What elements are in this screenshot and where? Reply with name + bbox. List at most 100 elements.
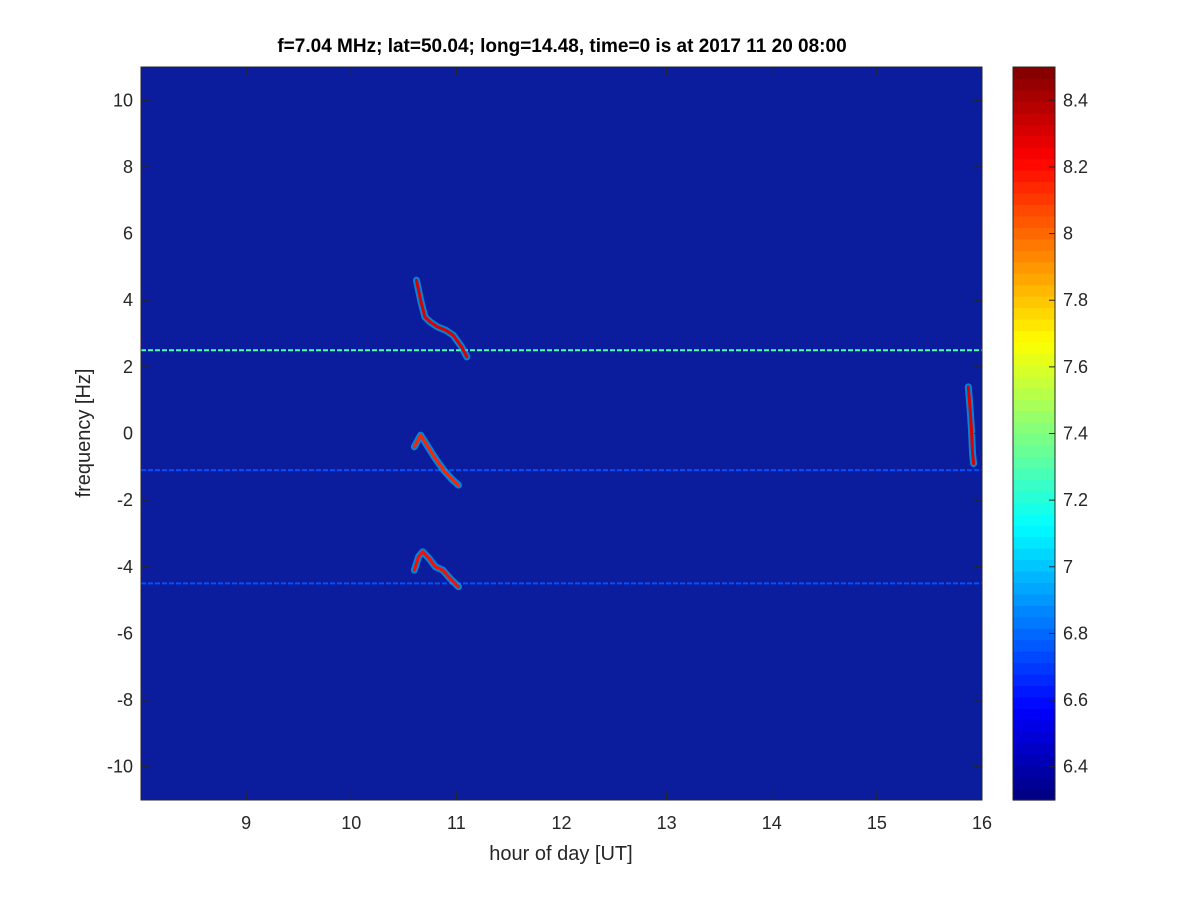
colorbar-segment (1013, 548, 1055, 561)
colorbar-segment (1013, 456, 1055, 469)
colorbar-tick-label: 6.8 (1063, 623, 1088, 643)
colorbar-tick-label: 6.6 (1063, 690, 1088, 710)
colorbar-segment (1013, 525, 1055, 538)
colorbar-segment (1013, 192, 1055, 206)
colorbar-segment (1013, 422, 1055, 435)
colorbar-tick-label: 7.4 (1063, 424, 1088, 444)
y-tick-label: 4 (123, 290, 133, 310)
colorbar-segment (1013, 170, 1055, 183)
colorbar-segment (1013, 754, 1055, 767)
colorbar-ticks: 6.4 6.6 6.8 7 7.2 7.4 7.6 7.8 8 8.2 8.4 (1049, 90, 1088, 777)
spectrogram-features (141, 276, 982, 591)
y-tick-label: -2 (117, 490, 133, 510)
y-tick-label: 0 (123, 424, 133, 444)
colorbar-segment (1013, 250, 1055, 263)
colorbar-tick-label: 7 (1063, 557, 1073, 577)
colorbar-tick-label: 8.4 (1063, 90, 1088, 110)
chart-title: f=7.04 MHz; lat=50.04; long=14.48, time=… (277, 36, 846, 57)
colorbar-segment (1013, 662, 1055, 675)
colorbar-segment (1013, 765, 1055, 778)
doppler-trace-3 (414, 278, 469, 359)
colorbar-segment (1013, 410, 1055, 423)
x-tick-label: 16 (972, 813, 992, 833)
colorbar-segment (1013, 777, 1055, 790)
y-tick-label: -8 (117, 690, 133, 710)
colorbar-segment (1013, 719, 1055, 732)
y-tick-label: 8 (123, 157, 133, 177)
colorbar-segment (1013, 147, 1055, 160)
x-tick-label: 11 (447, 813, 466, 833)
colorbar-segment (1013, 399, 1055, 412)
colorbar-segment (1013, 238, 1055, 251)
colorbar-segment (1013, 353, 1055, 366)
plot-background (141, 67, 982, 800)
colorbar-segment (1013, 490, 1055, 503)
colorbar-segment (1013, 101, 1055, 114)
x-tick-label: 9 (241, 813, 251, 833)
colorbar-segment (1013, 502, 1055, 515)
x-axis: 9 10 11 12 13 14 15 16 (241, 67, 992, 833)
colorbar-segment (1013, 639, 1055, 652)
colorbar-segment (1013, 89, 1055, 102)
colorbar-segment (1013, 674, 1055, 687)
colorbar-segment (1013, 628, 1055, 641)
colorbar-segment (1013, 731, 1055, 744)
colorbar-segment (1013, 444, 1055, 458)
colorbar-segment (1013, 570, 1055, 583)
y-tick-label: -4 (117, 557, 133, 577)
colorbar-segment (1013, 67, 1055, 80)
colorbar: 6.4 6.6 6.8 7 7.2 7.4 7.6 7.8 8 8.2 8.4 (1012, 66, 1088, 801)
colorbar-segment (1013, 513, 1055, 526)
colorbar-segment (1013, 593, 1055, 606)
y-tick-label: -6 (117, 623, 133, 643)
colorbar-segment (1013, 651, 1055, 664)
y-axis: -10 -8 -6 -4 -2 0 2 4 6 8 10 (107, 90, 982, 777)
colorbar-tick-label: 8.2 (1063, 157, 1088, 177)
colorbar-segment (1013, 318, 1055, 332)
colorbar-segment (1013, 78, 1055, 91)
y-axis-label: frequency [Hz] (73, 369, 95, 498)
colorbar-segment (1013, 227, 1055, 240)
colorbar-segment (1013, 536, 1055, 549)
doppler-trace-4 (412, 433, 460, 487)
colorbar-segment (1013, 215, 1055, 228)
colorbar-segment (1013, 559, 1055, 572)
colorbar-segment (1013, 181, 1055, 194)
colorbar-tick-label: 7.2 (1063, 490, 1088, 510)
colorbar-segment (1013, 204, 1055, 217)
colorbar-segment (1013, 124, 1055, 137)
colorbar-segment (1013, 307, 1055, 320)
colorbar-tick-label: 7.8 (1063, 290, 1088, 310)
x-tick-label: 14 (762, 813, 782, 833)
colorbar-segment (1013, 582, 1055, 595)
x-tick-label: 10 (341, 813, 361, 833)
colorbar-segment (1013, 433, 1055, 446)
colorbar-segment (1013, 273, 1055, 286)
x-tick-label: 13 (657, 813, 677, 833)
colorbar-tick-label: 8 (1063, 224, 1073, 244)
colorbar-segment (1013, 467, 1055, 480)
x-tick-label: 15 (867, 813, 887, 833)
colorbar-tick-label: 6.4 (1063, 757, 1088, 777)
colorbar-segment (1013, 376, 1055, 389)
colorbar-segment (1013, 261, 1055, 274)
colorbar-segment (1013, 364, 1055, 377)
colorbar-segment (1013, 479, 1055, 492)
colorbar-segment (1013, 330, 1055, 343)
colorbar-segment (1013, 158, 1055, 171)
colorbar-segment (1013, 616, 1055, 629)
colorbar-segment (1013, 696, 1055, 709)
colorbar-tick-label: 7.6 (1063, 357, 1088, 377)
y-tick-label: -10 (107, 757, 133, 777)
colorbar-segment (1013, 708, 1055, 721)
colorbar-segment (1013, 135, 1055, 148)
y-tick-label: 2 (123, 357, 133, 377)
x-axis-label: hour of day [UT] (489, 843, 632, 865)
y-tick-label: 10 (113, 90, 133, 110)
y-tick-label: 6 (123, 224, 133, 244)
colorbar-segment (1013, 284, 1055, 297)
colorbar-segment (1013, 112, 1055, 125)
colorbar-segment (1013, 341, 1055, 354)
x-tick-label: 12 (551, 813, 571, 833)
